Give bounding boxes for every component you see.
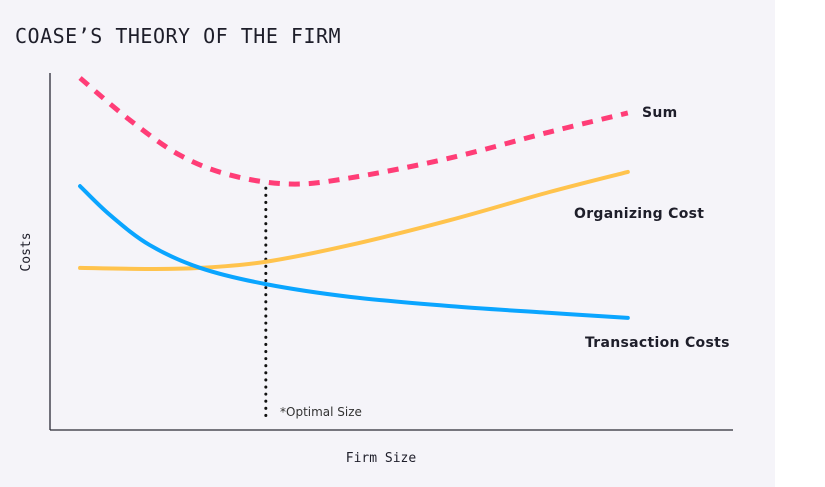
y-axis-label: Costs	[19, 232, 34, 271]
x-axis-label: Firm Size	[346, 451, 417, 466]
organizing-cost-curve	[78, 169, 630, 271]
transaction-costs-curve	[78, 184, 630, 320]
sum-curve	[78, 76, 629, 187]
legend-sum: Sum	[642, 105, 678, 121]
chart-panel	[0, 0, 775, 487]
chart-title: COASE’S THEORY OF THE FIRM	[15, 24, 342, 48]
legend-transaction-costs: Transaction Costs	[585, 335, 730, 351]
optimal-size-label: *Optimal Size	[280, 405, 362, 419]
legend-organizing-cost: Organizing Cost	[574, 206, 704, 222]
